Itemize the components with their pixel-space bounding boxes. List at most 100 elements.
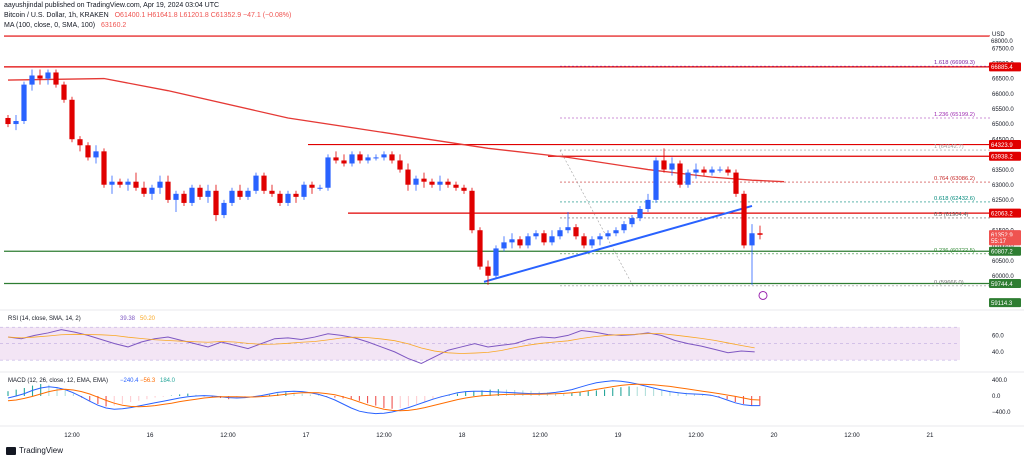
candle[interactable]	[749, 233, 755, 246]
candle[interactable]	[125, 181, 131, 185]
price-tag[interactable]	[989, 278, 1021, 288]
candle[interactable]	[645, 199, 651, 209]
candle[interactable]	[693, 169, 699, 173]
candle[interactable]	[277, 193, 283, 203]
candle[interactable]	[141, 187, 147, 194]
candle[interactable]	[517, 239, 523, 246]
candle[interactable]	[253, 175, 259, 191]
candle[interactable]	[533, 233, 539, 237]
candle[interactable]	[421, 178, 427, 182]
candle[interactable]	[69, 99, 75, 140]
candle[interactable]	[101, 151, 107, 185]
candle[interactable]	[501, 242, 507, 249]
candle[interactable]	[109, 181, 115, 185]
candle[interactable]	[437, 181, 443, 185]
macd-panel[interactable]	[0, 374, 960, 422]
candle[interactable]	[181, 193, 187, 203]
price-tag[interactable]	[989, 208, 1021, 218]
candle[interactable]	[5, 117, 11, 125]
candle[interactable]	[301, 184, 307, 197]
candle[interactable]	[21, 84, 27, 122]
price-tag[interactable]	[989, 298, 1021, 308]
candle[interactable]	[365, 157, 371, 161]
candle[interactable]	[325, 157, 331, 188]
candle[interactable]	[205, 190, 211, 197]
candle[interactable]	[157, 181, 163, 188]
ma-legend[interactable]: MA (100, close, 0, SMA, 100) 63160.2	[4, 22, 130, 29]
candle[interactable]	[53, 72, 59, 85]
candle[interactable]	[413, 178, 419, 185]
candle[interactable]	[397, 160, 403, 170]
candle[interactable]	[405, 169, 411, 185]
candle[interactable]	[333, 157, 339, 161]
candle[interactable]	[165, 181, 171, 200]
candle[interactable]	[389, 154, 395, 161]
macd-signal-line[interactable]	[7, 383, 760, 412]
candle[interactable]	[565, 227, 571, 231]
candle[interactable]	[461, 187, 467, 191]
price-tag[interactable]	[989, 236, 1021, 246]
ma-line[interactable]	[7, 77, 785, 183]
candle[interactable]	[733, 172, 739, 194]
candle[interactable]	[597, 236, 603, 240]
candle[interactable]	[581, 236, 587, 246]
candle[interactable]	[445, 181, 451, 185]
candle[interactable]	[429, 181, 435, 185]
rsi-ma-line[interactable]	[7, 333, 755, 354]
candle[interactable]	[725, 169, 731, 173]
candle[interactable]	[525, 236, 531, 246]
candle[interactable]	[261, 175, 267, 191]
price-tag[interactable]	[989, 62, 1021, 72]
support-trendline[interactable]	[483, 204, 753, 283]
candle[interactable]	[213, 190, 219, 216]
candle[interactable]	[685, 172, 691, 185]
candle[interactable]	[381, 154, 387, 158]
price-tag[interactable]	[989, 36, 1021, 46]
price-tag[interactable]	[989, 246, 1021, 256]
candle[interactable]	[621, 224, 627, 231]
candle[interactable]	[229, 190, 235, 203]
replay-icon[interactable]	[758, 290, 768, 300]
candle[interactable]	[85, 145, 91, 158]
candle[interactable]	[29, 75, 35, 85]
candle[interactable]	[341, 160, 347, 164]
candle[interactable]	[485, 266, 491, 276]
candle[interactable]	[197, 187, 203, 197]
candle[interactable]	[349, 154, 355, 164]
candle[interactable]	[613, 230, 619, 234]
candle[interactable]	[573, 227, 579, 237]
candle[interactable]	[717, 169, 723, 171]
candle[interactable]	[317, 187, 323, 189]
candle[interactable]	[453, 184, 459, 188]
candle[interactable]	[37, 75, 43, 79]
candle[interactable]	[605, 233, 611, 237]
candle[interactable]	[45, 72, 51, 79]
candle[interactable]	[677, 163, 683, 185]
candle[interactable]	[293, 193, 299, 197]
candle[interactable]	[653, 160, 659, 200]
candle[interactable]	[269, 190, 275, 194]
candle[interactable]	[245, 190, 251, 197]
candle[interactable]	[173, 193, 179, 200]
candle[interactable]	[93, 151, 99, 158]
candle[interactable]	[149, 187, 155, 194]
candle[interactable]	[309, 184, 315, 188]
candle[interactable]	[661, 160, 667, 170]
candle[interactable]	[61, 84, 67, 100]
candle[interactable]	[741, 193, 747, 246]
macd-line[interactable]	[7, 380, 760, 415]
candle[interactable]	[493, 248, 499, 276]
candle[interactable]	[221, 202, 227, 216]
candle[interactable]	[373, 157, 379, 159]
candle[interactable]	[285, 193, 291, 203]
candle[interactable]	[477, 230, 483, 267]
candle[interactable]	[117, 181, 123, 185]
candle[interactable]	[541, 233, 547, 243]
price-panel[interactable]	[0, 30, 1024, 300]
candle[interactable]	[189, 187, 195, 203]
price-tag[interactable]	[989, 140, 1021, 150]
candle[interactable]	[629, 218, 635, 225]
candle[interactable]	[77, 139, 83, 146]
price-tag[interactable]	[989, 151, 1021, 161]
